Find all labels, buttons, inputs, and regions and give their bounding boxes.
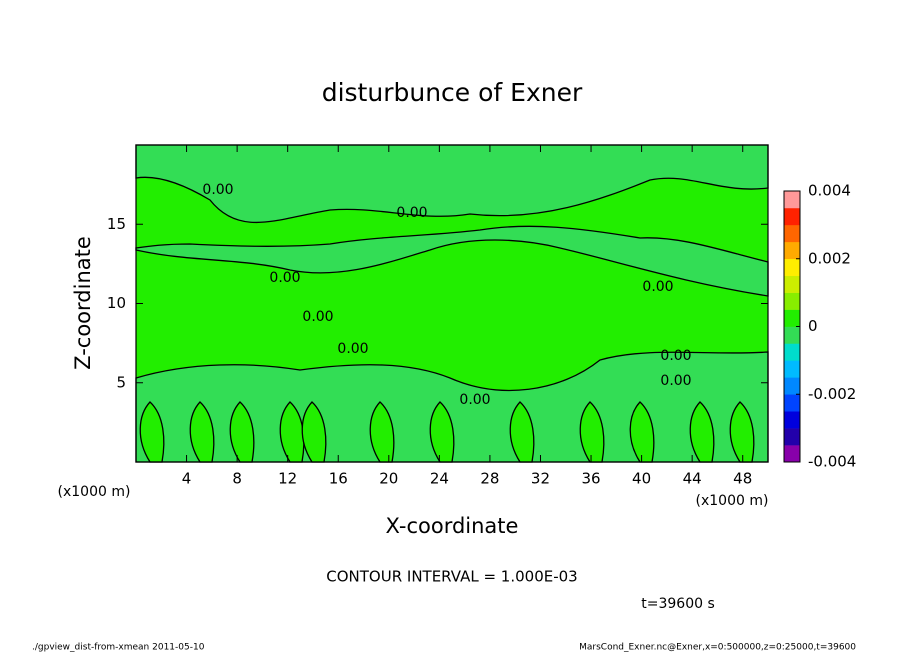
contour-label: 0.00 (302, 309, 333, 325)
x-tick-label: 48 (733, 470, 752, 488)
colorbar-tick-label: 0.004 (808, 182, 851, 200)
field-positive-column (301, 401, 327, 463)
y-tick-label: 15 (107, 215, 126, 233)
field-positive-column (729, 401, 755, 463)
field-positive-column (429, 401, 455, 463)
colorbar-band (784, 445, 800, 463)
colorbar-band (784, 411, 800, 429)
colorbar-tick-label: -0.002 (808, 385, 856, 403)
x-tick-label: 36 (581, 470, 600, 488)
x-tick-label: 20 (379, 470, 398, 488)
x-tick-label: 12 (278, 470, 297, 488)
x-tick-label: 40 (632, 470, 651, 488)
colorbar-band (784, 275, 800, 293)
footer-right: MarsCond_Exner.nc@Exner,x=0:500000,z=0:2… (579, 643, 856, 653)
colorbar-band (784, 377, 800, 395)
colorbar-band (784, 207, 800, 226)
x-tick-label: 28 (480, 470, 499, 488)
colorbar-tick-label: -0.004 (808, 453, 856, 471)
field-positive-column (509, 401, 535, 463)
field-positive-column (629, 401, 655, 463)
contour-label: 0.00 (202, 182, 233, 198)
contour-label: 0.00 (660, 348, 691, 364)
chart-title: disturbunce of Exner (322, 78, 583, 107)
x-tick-label: 4 (182, 470, 192, 488)
colorbar-band (784, 360, 800, 378)
x-tick-label: 16 (329, 470, 348, 488)
colorbar-band (784, 224, 800, 243)
y-tick-label: 10 (107, 294, 126, 312)
contour-label: 0.00 (660, 373, 691, 389)
contour-label: 0.00 (642, 279, 673, 295)
field-positive-column (279, 401, 305, 463)
colorbar-band (784, 428, 800, 446)
colorbar-band (784, 343, 800, 361)
footer-left: ./gpview_dist-from-xmean 2011-05-10 (32, 643, 205, 653)
contour-label: 0.00 (459, 392, 490, 408)
colorbar-band (784, 241, 800, 260)
field-negative (135, 144, 769, 224)
contour-interval: CONTOUR INTERVAL = 1.000E-03 (326, 568, 577, 586)
field-positive-column (579, 401, 605, 463)
field-positive-column (369, 401, 395, 463)
y-unit: (x1000 m) (58, 484, 131, 500)
colorbar-band (784, 394, 800, 412)
x-tick-label: 44 (683, 470, 702, 488)
colorbar-tick-label: 0 (808, 317, 818, 335)
field-negative (135, 225, 769, 297)
colorbar-band (784, 258, 800, 276)
x-axis-label: X-coordinate (386, 514, 519, 538)
colorbar-band (784, 309, 800, 327)
time-label: t=39600 s (641, 596, 715, 612)
field-positive-column (189, 401, 215, 463)
colorbar-tick-label: 0.002 (808, 249, 851, 267)
contour-label: 0.00 (269, 270, 300, 286)
y-tick-label: 5 (116, 373, 126, 391)
x-tick-label: 24 (430, 470, 449, 488)
field-positive-column (689, 401, 715, 463)
colorbar-band (784, 292, 800, 310)
x-tick-label: 32 (531, 470, 550, 488)
contour-label: 0.00 (396, 205, 427, 221)
x-unit: (x1000 m) (696, 493, 769, 509)
x-tick-label: 8 (232, 470, 242, 488)
colorbar-band (784, 326, 800, 344)
field-positive-column (229, 401, 255, 463)
field-positive-column (139, 401, 165, 463)
contour-label: 0.00 (337, 341, 368, 357)
y-axis-label: Z-coordinate (71, 236, 95, 370)
colorbar-band (784, 191, 800, 209)
